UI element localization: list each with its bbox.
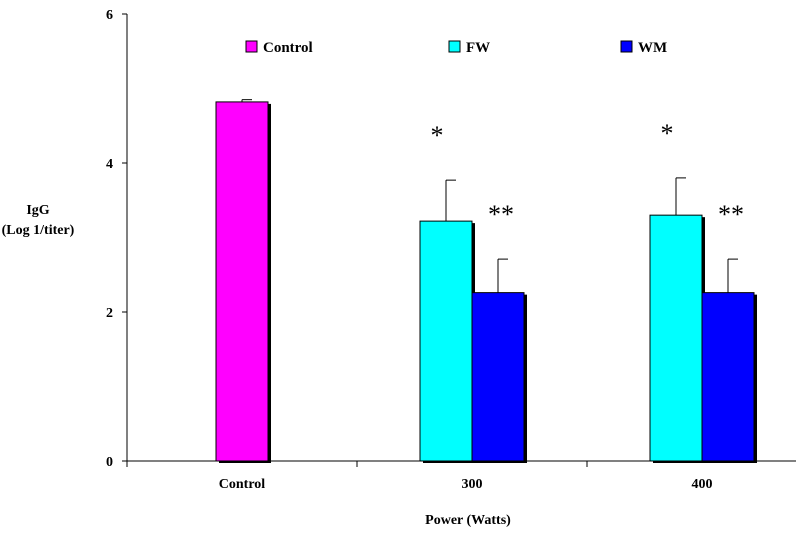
legend-swatch-control — [245, 40, 258, 53]
significance-marker-400-fw: * — [661, 119, 674, 148]
bar-300-wm — [471, 292, 525, 462]
significance-marker-400-wm: ** — [718, 200, 744, 229]
legend-item-wm: WM — [620, 40, 667, 56]
y-tick-label-0: 0 — [106, 455, 113, 470]
bar-400-wm — [701, 292, 755, 462]
legend-item-fw: FW — [448, 40, 490, 56]
bar-control-control — [215, 101, 269, 462]
bar-400-fw-error-bar — [675, 177, 686, 216]
bar-400-wm-error-bar — [727, 258, 738, 293]
x-tick-label-control: Control — [219, 477, 266, 492]
y-tick-label-4: 4 — [106, 157, 113, 172]
y-axis-title: IgG (Log 1/titer) — [2, 203, 75, 238]
legend-label-fw: FW — [466, 40, 490, 56]
y-tick-label-6: 6 — [106, 8, 113, 23]
x-tick-label-400: 400 — [692, 477, 713, 492]
bar-400-fw — [649, 214, 703, 462]
legend: Control FW WM — [245, 40, 667, 56]
x-tick-label-300: 300 — [462, 477, 483, 492]
labels-layer: 0 2 4 6 Control 300 400 — [106, 8, 713, 492]
annotations-layer: ****** — [431, 119, 745, 229]
legend-swatch-wm — [620, 40, 633, 53]
bar-control-control-error-bar — [241, 99, 252, 102]
legend-label-control: Control — [263, 40, 313, 56]
legend-swatch-fw — [448, 40, 461, 53]
x-axis-title: Power (Watts) — [425, 513, 511, 528]
axes-layer — [122, 13, 796, 467]
significance-marker-300-wm: ** — [488, 200, 514, 229]
bar-300-fw-error-bar — [445, 179, 456, 222]
legend-item-control: Control — [245, 40, 313, 56]
y-axis-title-line-2: (Log 1/titer) — [2, 223, 75, 238]
y-tick-label-2: 2 — [106, 306, 113, 321]
bar-300-wm-error-bar — [497, 258, 508, 293]
bars-layer — [215, 99, 757, 463]
significance-marker-300-fw: * — [431, 121, 444, 150]
y-axis-title-line-1: IgG — [26, 203, 49, 218]
bar-300-fw — [419, 220, 473, 462]
legend-label-wm: WM — [638, 40, 667, 56]
